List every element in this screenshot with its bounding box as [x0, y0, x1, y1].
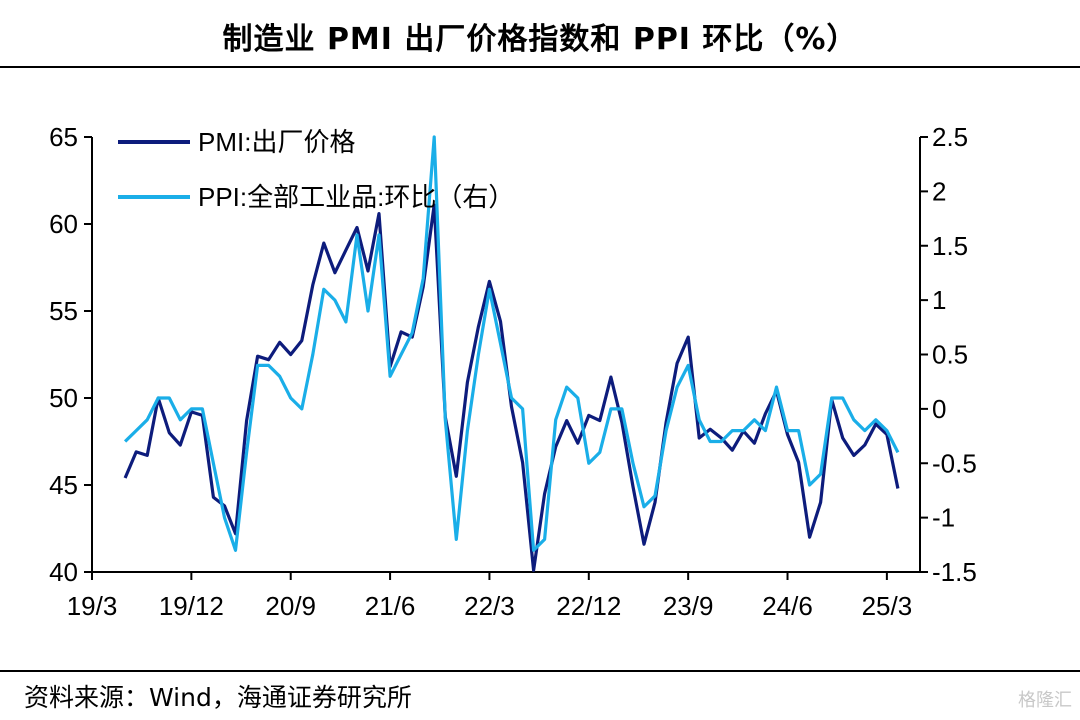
chart-area: 40 45 50 55 60 65 -1.5 -1 -0.5 0 0.5 1 1.5 2 2.5 19/3 19… [49, 122, 977, 621]
right-tick-label: 1 [932, 285, 946, 315]
x-tick-label: 25/3 [862, 591, 913, 621]
x-tick-label: 22/3 [464, 591, 515, 621]
right-tick-label: 0 [932, 394, 946, 424]
legend-label-1: PMI:出厂价格 [198, 127, 355, 157]
x-tick-label: 19/3 [67, 591, 118, 621]
series-line-2 [123, 135, 900, 552]
right-tick-label: 2.5 [932, 122, 968, 152]
right-tick-label: 2 [932, 176, 946, 206]
x-tick-label: 21/6 [365, 591, 416, 621]
left-tick-label: 45 [49, 470, 78, 500]
right-tick-label: 0.5 [932, 340, 968, 370]
x-tick-label: 22/12 [556, 591, 621, 621]
left-tick-label: 60 [49, 209, 78, 239]
title-rule [0, 66, 1080, 68]
series-line-1 [123, 203, 900, 572]
right-tick-label: -0.5 [932, 448, 977, 478]
legend-label-2: PPI:全部工业品:环比（右） [198, 182, 514, 212]
x-tick-label: 19/12 [159, 591, 224, 621]
right-tick-label: -1.5 [932, 557, 977, 587]
watermark: 格隆汇 [1018, 690, 1072, 711]
left-tick-label: 40 [49, 557, 78, 587]
left-tick-label: 50 [49, 383, 78, 413]
right-tick-label: -1 [932, 503, 955, 533]
left-tick-label: 55 [49, 296, 78, 326]
source-note: 资料来源：Wind，海通证券研究所 [24, 683, 412, 712]
x-tick-label: 23/9 [663, 591, 714, 621]
right-tick-label: 1.5 [932, 231, 968, 261]
left-tick-label: 65 [49, 122, 78, 152]
source-rule [0, 670, 1080, 672]
x-tick-label: 20/9 [265, 591, 316, 621]
x-tick-label: 24/6 [762, 591, 813, 621]
chart-title: 制造业 PMI 出厂价格指数和 PPI 环比（%） [222, 22, 858, 57]
